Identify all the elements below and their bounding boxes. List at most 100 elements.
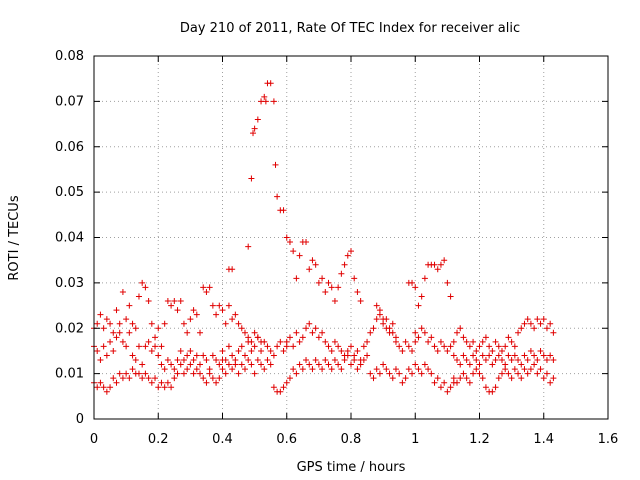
data-point (348, 343, 354, 350)
data-point (457, 361, 464, 368)
data-point (251, 125, 258, 132)
data-point (286, 239, 293, 246)
y-tick-label: 0.04 (55, 231, 84, 246)
data-point (177, 361, 184, 368)
data-point (119, 288, 126, 295)
data-point (200, 375, 207, 382)
data-point (113, 334, 120, 341)
data-point (376, 370, 383, 377)
data-point (235, 370, 242, 377)
data-point (209, 302, 216, 309)
data-point (251, 370, 258, 377)
data-point (550, 375, 557, 382)
data-point (152, 343, 159, 350)
data-point (322, 357, 329, 364)
data-point (197, 361, 204, 368)
data-point (190, 307, 197, 314)
data-point (373, 316, 380, 323)
data-point (537, 320, 544, 327)
data-point (492, 338, 499, 345)
data-point (331, 298, 338, 305)
data-point (489, 388, 496, 395)
data-point (351, 352, 358, 359)
data-point (254, 357, 261, 364)
data-point (213, 311, 220, 318)
x-tick-labels: 0 0.2 0.4 0.6 0.8 1 1.2 1.4 1.6 (90, 432, 618, 447)
data-point (505, 370, 512, 377)
data-point (399, 379, 406, 386)
data-point (428, 370, 435, 377)
data-point (135, 293, 142, 300)
data-point (450, 338, 457, 345)
data-point (376, 307, 383, 314)
data-point (315, 361, 322, 368)
data-point (322, 288, 329, 295)
data-point (331, 338, 338, 345)
data-point (184, 329, 191, 336)
data-point (421, 275, 428, 282)
data-point (129, 352, 136, 359)
data-point (113, 307, 120, 314)
data-point (241, 366, 248, 373)
data-point (193, 366, 200, 373)
data-point (405, 343, 412, 350)
data-point (386, 370, 393, 377)
data-point (418, 370, 425, 377)
data-point (238, 361, 245, 368)
data-point (197, 329, 204, 336)
data-point (402, 338, 409, 345)
data-point (296, 361, 303, 368)
data-point (270, 352, 277, 359)
data-point (248, 347, 255, 354)
data-point (470, 352, 477, 359)
data-point (437, 338, 444, 345)
x-tick-label: 0.2 (148, 432, 169, 447)
data-point (511, 343, 518, 350)
data-point (145, 338, 152, 345)
data-point (270, 98, 277, 105)
data-point (290, 248, 297, 255)
data-point (511, 366, 518, 373)
data-point (132, 325, 139, 332)
data-point (319, 275, 326, 282)
data-point (312, 357, 319, 364)
data-point (521, 366, 528, 373)
data-point (225, 302, 232, 309)
data-point (103, 352, 110, 359)
data-point (158, 343, 165, 350)
x-axis-title: GPS time / hours (297, 460, 406, 475)
data-point (184, 352, 191, 359)
data-point (444, 279, 451, 286)
data-point (229, 352, 236, 359)
data-point (174, 370, 181, 377)
data-point (193, 352, 200, 359)
data-point (262, 98, 269, 105)
data-point (447, 384, 454, 391)
data-point (364, 338, 371, 345)
y-tick-label: 0.01 (55, 367, 84, 382)
data-point (482, 384, 489, 391)
data-point (531, 352, 538, 359)
data-point (254, 116, 261, 123)
data-point (200, 284, 207, 291)
data-point (502, 366, 509, 373)
data-point (367, 329, 374, 336)
data-point (354, 288, 361, 295)
data-point (286, 375, 293, 382)
data-point (116, 320, 123, 327)
data-point (254, 334, 261, 341)
data-point (409, 279, 416, 286)
data-point (283, 338, 290, 345)
data-point (197, 370, 204, 377)
chart-title: Day 210 of 2011, Rate Of TEC Index for r… (180, 21, 520, 36)
data-point (251, 329, 258, 336)
data-point (476, 370, 483, 377)
data-point (126, 329, 133, 336)
data-point (103, 316, 110, 323)
data-point (495, 375, 502, 382)
data-point (441, 343, 448, 350)
data-point (229, 316, 236, 323)
data-point (412, 284, 419, 291)
data-point (328, 284, 335, 291)
data-point (241, 352, 248, 359)
